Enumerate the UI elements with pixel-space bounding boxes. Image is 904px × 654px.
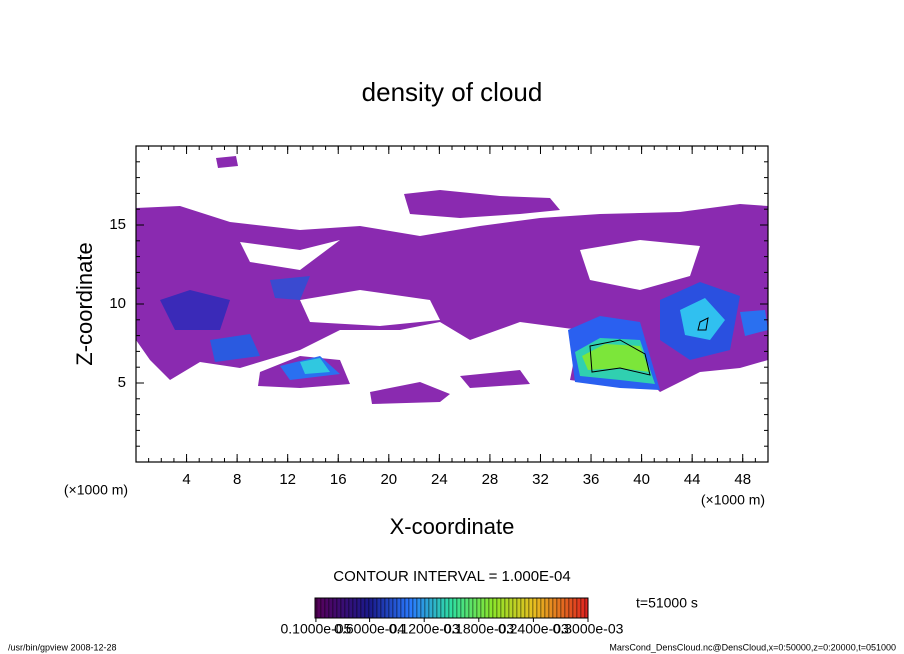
colorbar-frame xyxy=(314,597,589,619)
x-tick-label: 40 xyxy=(633,471,650,488)
x-tick-label: 36 xyxy=(583,471,600,488)
x-tick-label: 4 xyxy=(182,471,190,488)
x-tick-label: 44 xyxy=(684,471,701,488)
colorbar-tick-label: 0.2400e-03 xyxy=(498,621,569,637)
footer: /usr/bin/gpview 2008-12-28 xyxy=(8,642,117,652)
x-tick-label: 24 xyxy=(431,471,448,488)
time-label: t=51000 s xyxy=(636,595,698,611)
y-tick-label: 15 xyxy=(109,216,126,233)
x-tick-label: 48 xyxy=(734,471,751,488)
colorbar-tick-label: 0.6000e-04 xyxy=(334,621,405,637)
y-axis-label: Z-coordinate xyxy=(72,242,97,366)
x-tick-label: 28 xyxy=(482,471,499,488)
x-tick-label: 16 xyxy=(330,471,347,488)
y-tick-label: 5 xyxy=(118,374,126,391)
colorbar-tick-label: 0.1000e-05 xyxy=(280,621,351,637)
x-axis-label: X-coordinate xyxy=(390,514,515,539)
colorbar-tick-label: 0.1800e-03 xyxy=(443,621,514,637)
y-tick-label: 10 xyxy=(109,295,126,312)
footer: MarsCond_DensCloud.nc@DensCloud,x=0:5000… xyxy=(609,642,896,652)
x-tick-label: 8 xyxy=(233,471,241,488)
x-tick-label: 32 xyxy=(532,471,549,488)
chart-title: density of cloud xyxy=(362,77,543,107)
x-tick-label: 12 xyxy=(279,471,296,488)
contour-interval: CONTOUR INTERVAL = 1.000E-04 xyxy=(333,568,570,585)
colorbar-tick-label: 0.1200e-03 xyxy=(389,621,460,637)
cloud-field xyxy=(136,156,768,404)
x-unit: (×1000 m) xyxy=(64,482,128,498)
x-tick-label: 20 xyxy=(380,471,397,488)
colorbar-tick-label: 0.3000e-03 xyxy=(553,621,624,637)
x-unit: (×1000 m) xyxy=(701,492,765,508)
